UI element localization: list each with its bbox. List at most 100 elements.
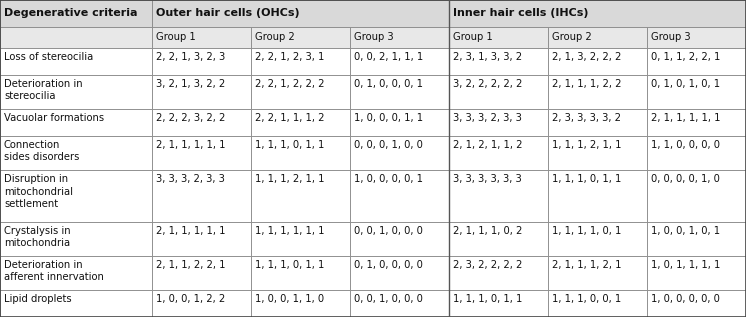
Text: 1, 1, 1, 0, 1, 1: 1, 1, 1, 0, 1, 1 [255, 260, 325, 270]
Bar [0, 75, 152, 109]
Text: 2, 1, 1, 1, 0, 2: 2, 1, 1, 1, 0, 2 [453, 225, 522, 236]
Bar [0, 0, 152, 27]
Bar [0, 109, 152, 136]
Bar [449, 290, 548, 317]
Bar [350, 256, 449, 290]
Text: 2, 3, 3, 3, 3, 2: 2, 3, 3, 3, 3, 2 [552, 113, 621, 123]
Text: Group 1: Group 1 [453, 32, 493, 42]
Bar [251, 109, 350, 136]
Text: 1, 1, 1, 2, 1, 1: 1, 1, 1, 2, 1, 1 [552, 140, 621, 150]
Text: 2, 1, 1, 2, 2, 1: 2, 1, 1, 2, 2, 1 [156, 260, 225, 270]
Text: Group 2: Group 2 [552, 32, 592, 42]
Text: 1, 1, 1, 2, 1, 1: 1, 1, 1, 2, 1, 1 [255, 174, 325, 184]
Text: Deterioration in
stereocilia: Deterioration in stereocilia [4, 79, 83, 101]
Bar [647, 290, 746, 317]
Bar [0, 290, 152, 317]
Text: 2, 1, 1, 1, 2, 2: 2, 1, 1, 1, 2, 2 [552, 79, 621, 89]
Text: Group 1: Group 1 [156, 32, 195, 42]
Text: Connection
sides disorders: Connection sides disorders [4, 140, 79, 162]
Text: 1, 1, 1, 0, 1, 1: 1, 1, 1, 0, 1, 1 [453, 294, 522, 304]
Text: 0, 0, 2, 1, 1, 1: 0, 0, 2, 1, 1, 1 [354, 52, 423, 62]
Bar [449, 170, 548, 222]
Text: 2, 1, 1, 1, 1, 1: 2, 1, 1, 1, 1, 1 [156, 140, 225, 150]
Text: 2, 1, 2, 1, 1, 2: 2, 1, 2, 1, 1, 2 [453, 140, 522, 150]
Text: 2, 2, 1, 2, 2, 2: 2, 2, 1, 2, 2, 2 [255, 79, 325, 89]
Text: Outer hair cells (OHCs): Outer hair cells (OHCs) [156, 8, 300, 18]
Bar [647, 222, 746, 256]
Bar [0, 222, 152, 256]
Bar [251, 170, 350, 222]
Text: 1, 1, 0, 0, 0, 0: 1, 1, 0, 0, 0, 0 [651, 140, 720, 150]
Bar [251, 256, 350, 290]
Bar [647, 170, 746, 222]
Bar [152, 256, 251, 290]
Text: 2, 3, 1, 3, 3, 2: 2, 3, 1, 3, 3, 2 [453, 52, 522, 62]
Text: 1, 1, 1, 1, 0, 1: 1, 1, 1, 1, 0, 1 [552, 225, 621, 236]
Text: 0, 0, 1, 0, 0, 0: 0, 0, 1, 0, 0, 0 [354, 225, 423, 236]
Text: 1, 0, 0, 1, 1, 0: 1, 0, 0, 1, 1, 0 [255, 294, 324, 304]
Text: 2, 1, 1, 1, 1, 1: 2, 1, 1, 1, 1, 1 [651, 113, 721, 123]
Text: 3, 2, 1, 3, 2, 2: 3, 2, 1, 3, 2, 2 [156, 79, 225, 89]
Bar [350, 109, 449, 136]
Bar [449, 27, 548, 48]
Bar [647, 109, 746, 136]
Text: 3, 2, 2, 2, 2, 2: 3, 2, 2, 2, 2, 2 [453, 79, 522, 89]
Bar [152, 0, 449, 27]
Text: 3, 3, 3, 2, 3, 3: 3, 3, 3, 2, 3, 3 [156, 174, 225, 184]
Text: 0, 1, 0, 0, 0, 1: 0, 1, 0, 0, 0, 1 [354, 79, 423, 89]
Text: 1, 1, 1, 0, 1, 1: 1, 1, 1, 0, 1, 1 [552, 174, 621, 184]
Bar [251, 222, 350, 256]
Bar [647, 48, 746, 75]
Bar [0, 256, 152, 290]
Text: Group 3: Group 3 [354, 32, 394, 42]
Bar [449, 136, 548, 170]
Bar [152, 75, 251, 109]
Bar [548, 48, 647, 75]
Bar [251, 48, 350, 75]
Bar [647, 256, 746, 290]
Bar [350, 170, 449, 222]
Bar [152, 48, 251, 75]
Text: 1, 0, 0, 1, 0, 1: 1, 0, 0, 1, 0, 1 [651, 225, 720, 236]
Bar [251, 75, 350, 109]
Bar [449, 75, 548, 109]
Text: 0, 1, 1, 2, 2, 1: 0, 1, 1, 2, 2, 1 [651, 52, 721, 62]
Bar [548, 109, 647, 136]
Text: Degenerative criteria: Degenerative criteria [4, 8, 137, 18]
Bar [251, 136, 350, 170]
Bar [0, 170, 152, 222]
Bar [0, 136, 152, 170]
Text: 2, 3, 2, 2, 2, 2: 2, 3, 2, 2, 2, 2 [453, 260, 522, 270]
Bar [647, 27, 746, 48]
Bar [548, 136, 647, 170]
Text: Deterioration in
afferent innervation: Deterioration in afferent innervation [4, 260, 104, 282]
Bar [449, 256, 548, 290]
Text: 1, 1, 1, 0, 0, 1: 1, 1, 1, 0, 0, 1 [552, 294, 621, 304]
Text: 2, 1, 3, 2, 2, 2: 2, 1, 3, 2, 2, 2 [552, 52, 621, 62]
Text: 3, 3, 3, 3, 3, 3: 3, 3, 3, 3, 3, 3 [453, 174, 521, 184]
Bar [152, 27, 251, 48]
Bar [152, 290, 251, 317]
Text: 2, 1, 1, 1, 1, 1: 2, 1, 1, 1, 1, 1 [156, 225, 225, 236]
Text: Vacuolar formations: Vacuolar formations [4, 113, 104, 123]
Bar [350, 27, 449, 48]
Bar [647, 136, 746, 170]
Text: 2, 2, 1, 2, 3, 1: 2, 2, 1, 2, 3, 1 [255, 52, 325, 62]
Text: 0, 1, 0, 1, 0, 1: 0, 1, 0, 1, 0, 1 [651, 79, 720, 89]
Bar [548, 170, 647, 222]
Text: 2, 2, 2, 3, 2, 2: 2, 2, 2, 3, 2, 2 [156, 113, 225, 123]
Text: Crystalysis in
mitochondria: Crystalysis in mitochondria [4, 225, 71, 248]
Bar [152, 136, 251, 170]
Bar [449, 48, 548, 75]
Text: Group 2: Group 2 [255, 32, 295, 42]
Bar [350, 136, 449, 170]
Text: Loss of stereocilia: Loss of stereocilia [4, 52, 93, 62]
Bar [0, 48, 152, 75]
Text: 1, 0, 1, 1, 1, 1: 1, 0, 1, 1, 1, 1 [651, 260, 721, 270]
Bar [449, 109, 548, 136]
Bar [152, 109, 251, 136]
Text: Inner hair cells (IHCs): Inner hair cells (IHCs) [453, 8, 589, 18]
Bar [647, 75, 746, 109]
Text: Disruption in
mitochondrial
settlement: Disruption in mitochondrial settlement [4, 174, 73, 209]
Bar [251, 290, 350, 317]
